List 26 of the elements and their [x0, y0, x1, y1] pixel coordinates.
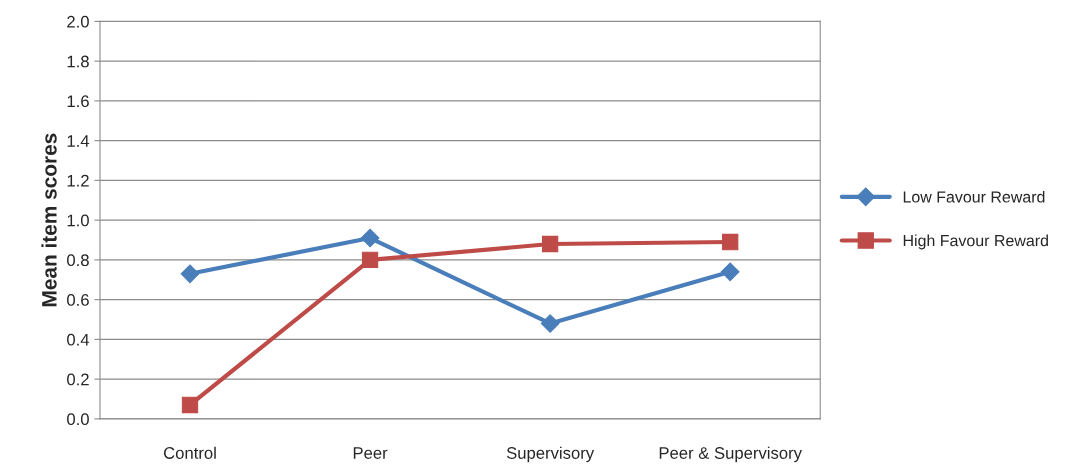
x-tick-label: Control: [163, 446, 216, 459]
y-tick-label: 0.6: [67, 294, 89, 306]
y-tick-label: 0.8: [67, 254, 89, 267]
point: [541, 235, 559, 253]
point: [361, 251, 379, 269]
point: [360, 228, 380, 248]
x-tick-label: Peer & Supervisory: [659, 446, 802, 463]
y-tick-label: 1.8: [67, 55, 89, 68]
y-tick-label: 0.2: [67, 373, 89, 386]
point: [181, 396, 199, 414]
legend-label: High Favour Reward: [903, 234, 1048, 250]
y-tick-label: 1.4: [67, 135, 90, 147]
point: [720, 262, 740, 282]
point: [540, 314, 560, 333]
y-tick-label: 0.4: [67, 333, 90, 346]
point: [180, 264, 200, 284]
y-tick-label: 1.2: [67, 174, 89, 187]
y-tick-label: 2.0: [67, 15, 89, 28]
legend-label: Low Favour Reward: [903, 190, 1045, 203]
y-axis-title: Mean item scores: [41, 133, 57, 307]
point: [722, 233, 739, 251]
y-tick-label: 1.0: [67, 214, 89, 227]
x-tick-label: Supervisory: [506, 446, 595, 463]
y-tick-label: 0.0: [67, 413, 89, 426]
y-tick-label: 1.6: [67, 95, 89, 108]
x-tick-label: Peer: [353, 447, 388, 459]
